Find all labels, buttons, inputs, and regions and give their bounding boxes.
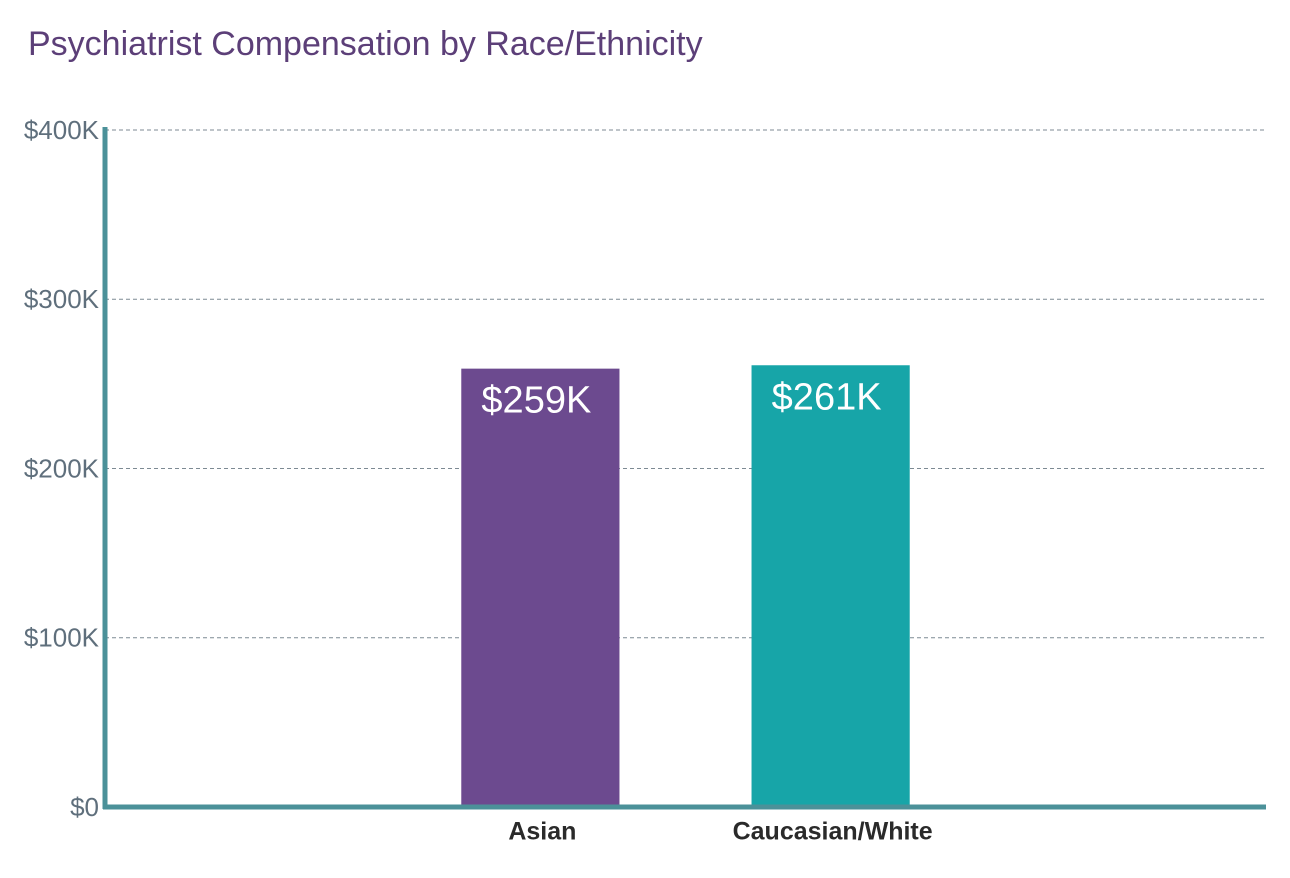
y-tick-label: $100K [24,623,100,653]
bar [461,368,620,807]
chart-title: Psychiatrist Compensation by Race/Ethnic… [28,25,703,63]
y-tick-label: $300K [24,284,100,314]
bar [751,365,910,807]
y-tick-label: $200K [24,453,100,483]
y-tick-label: $400K [24,115,100,145]
x-tick-label: Asian [508,818,576,846]
x-tick-label: Caucasian/White [733,818,933,846]
value-label: $261K [772,376,882,418]
value-label: $259K [481,380,591,422]
y-tick-label: $0 [70,792,99,822]
